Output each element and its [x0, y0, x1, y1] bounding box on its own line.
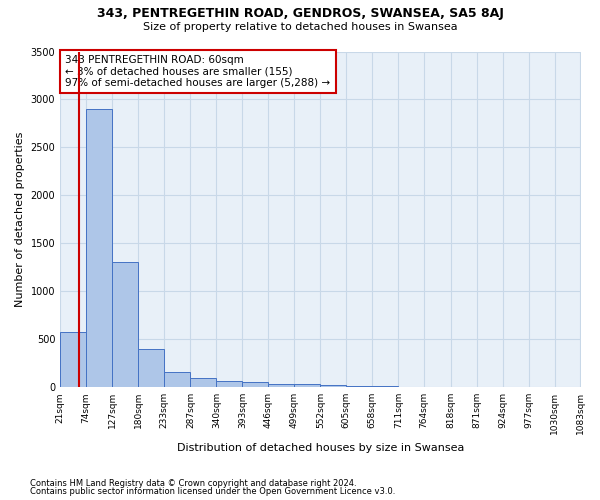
- Bar: [268, 384, 295, 387]
- Bar: [164, 372, 190, 387]
- Bar: [346, 386, 372, 387]
- Bar: [372, 386, 398, 387]
- X-axis label: Distribution of detached houses by size in Swansea: Distribution of detached houses by size …: [176, 442, 464, 452]
- Bar: [242, 382, 268, 387]
- Bar: [138, 349, 164, 387]
- Y-axis label: Number of detached properties: Number of detached properties: [15, 132, 25, 307]
- Bar: [217, 382, 242, 387]
- Text: Size of property relative to detached houses in Swansea: Size of property relative to detached ho…: [143, 22, 457, 32]
- Bar: [112, 262, 138, 387]
- Bar: [190, 378, 217, 387]
- Bar: [295, 384, 320, 387]
- Bar: [320, 386, 346, 387]
- Bar: [60, 332, 86, 387]
- Bar: [398, 386, 424, 387]
- Text: Contains public sector information licensed under the Open Government Licence v3: Contains public sector information licen…: [30, 487, 395, 496]
- Text: 343, PENTREGETHIN ROAD, GENDROS, SWANSEA, SA5 8AJ: 343, PENTREGETHIN ROAD, GENDROS, SWANSEA…: [97, 8, 503, 20]
- Text: Contains HM Land Registry data © Crown copyright and database right 2024.: Contains HM Land Registry data © Crown c…: [30, 478, 356, 488]
- Bar: [86, 109, 112, 387]
- Text: 343 PENTREGETHIN ROAD: 60sqm
← 3% of detached houses are smaller (155)
97% of se: 343 PENTREGETHIN ROAD: 60sqm ← 3% of det…: [65, 55, 331, 88]
